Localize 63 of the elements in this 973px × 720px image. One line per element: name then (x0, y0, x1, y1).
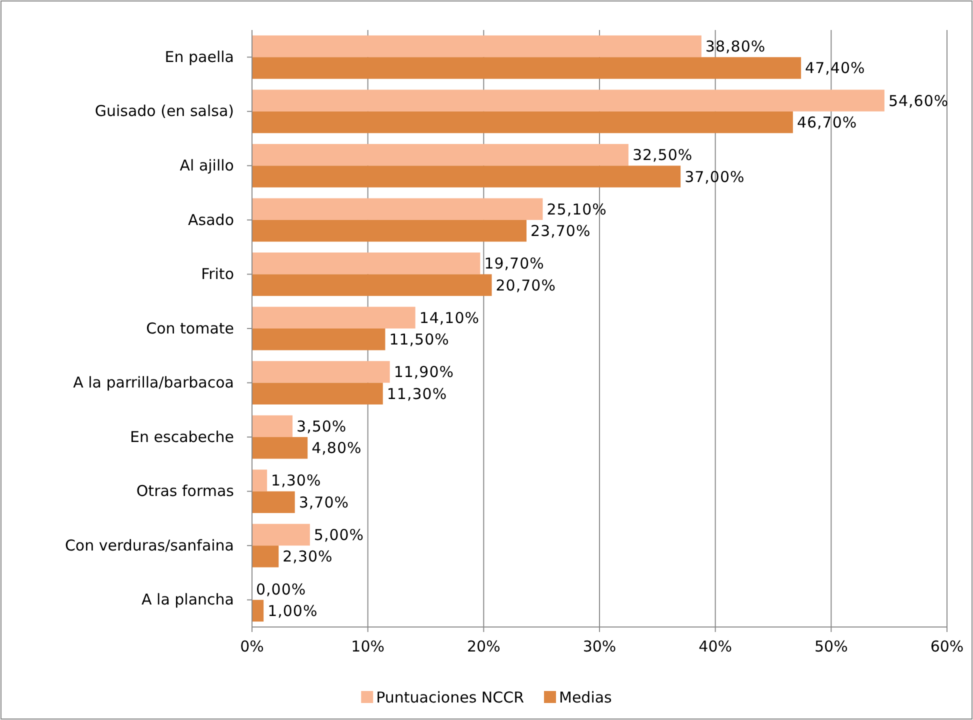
bar (252, 274, 492, 296)
x-tick-label: 10% (351, 638, 385, 656)
x-tick-label: 0% (240, 638, 264, 656)
y-tick-label: En paella (164, 48, 234, 66)
legend-label: Puntuaciones NCCR (376, 688, 524, 706)
bar (252, 491, 295, 514)
bar (252, 382, 383, 404)
data-label: 32,50% (632, 146, 693, 164)
data-label: 37,00% (684, 168, 745, 186)
x-tick-label: 60% (930, 638, 964, 656)
x-tick-label: 40% (698, 638, 732, 656)
data-label: 54,60% (888, 92, 949, 110)
data-label: 2,30% (282, 548, 333, 566)
bar (252, 328, 386, 350)
y-tick-label: Frito (201, 265, 234, 284)
bar (252, 546, 279, 568)
bar (252, 111, 793, 134)
bar (252, 600, 264, 622)
x-tick-label: 50% (814, 638, 848, 656)
data-label: 20,70% (496, 276, 556, 294)
y-tick-label: Con verduras/sanfaina (64, 536, 234, 554)
bar (252, 57, 802, 79)
bar (252, 524, 310, 546)
data-label: 3,50% (296, 417, 347, 436)
data-label: 46,70% (796, 114, 858, 132)
data-label: 11,90% (394, 363, 454, 382)
data-label: 14,10% (419, 308, 480, 327)
y-tick-label: Con tomate (146, 319, 234, 338)
bar (252, 437, 308, 459)
bar (252, 166, 681, 188)
data-label: 0,00% (256, 580, 306, 598)
data-label: 5,00% (314, 526, 364, 544)
data-label: 19,70% (484, 254, 544, 273)
data-label: 11,30% (386, 384, 448, 403)
data-label: 3,70% (298, 493, 350, 512)
bar (252, 415, 293, 438)
bar (252, 35, 702, 58)
y-tick-label: Asado (188, 210, 234, 229)
legend-label: Medias (559, 688, 612, 706)
y-tick-label: En escabeche (130, 428, 234, 446)
y-tick-label: A la parrilla/barbacoa (73, 374, 234, 392)
y-tick-label: Otras formas (136, 482, 234, 500)
data-label: 23,70% (530, 222, 591, 240)
y-tick-label: A la plancha (142, 590, 234, 609)
data-label: 4,80% (312, 439, 362, 458)
data-label: 1,00% (268, 602, 318, 620)
x-tick-label: 30% (582, 638, 616, 656)
bar (252, 198, 543, 220)
bar (252, 220, 527, 242)
bar (252, 144, 628, 166)
y-tick-label: Al ajillo (180, 156, 234, 174)
bar (252, 470, 268, 492)
data-label: 25,10% (546, 200, 607, 218)
bar (252, 306, 416, 328)
x-tick-label: 20% (466, 638, 500, 656)
bar (252, 90, 884, 112)
data-label: 11,50% (389, 330, 450, 349)
y-tick-label: Guisado (en salsa) (94, 102, 234, 120)
data-label: 47,40% (805, 59, 866, 78)
data-label: 1,30% (271, 472, 322, 490)
bar (252, 361, 390, 383)
bar (252, 252, 480, 274)
data-label: 38,80% (705, 38, 766, 56)
